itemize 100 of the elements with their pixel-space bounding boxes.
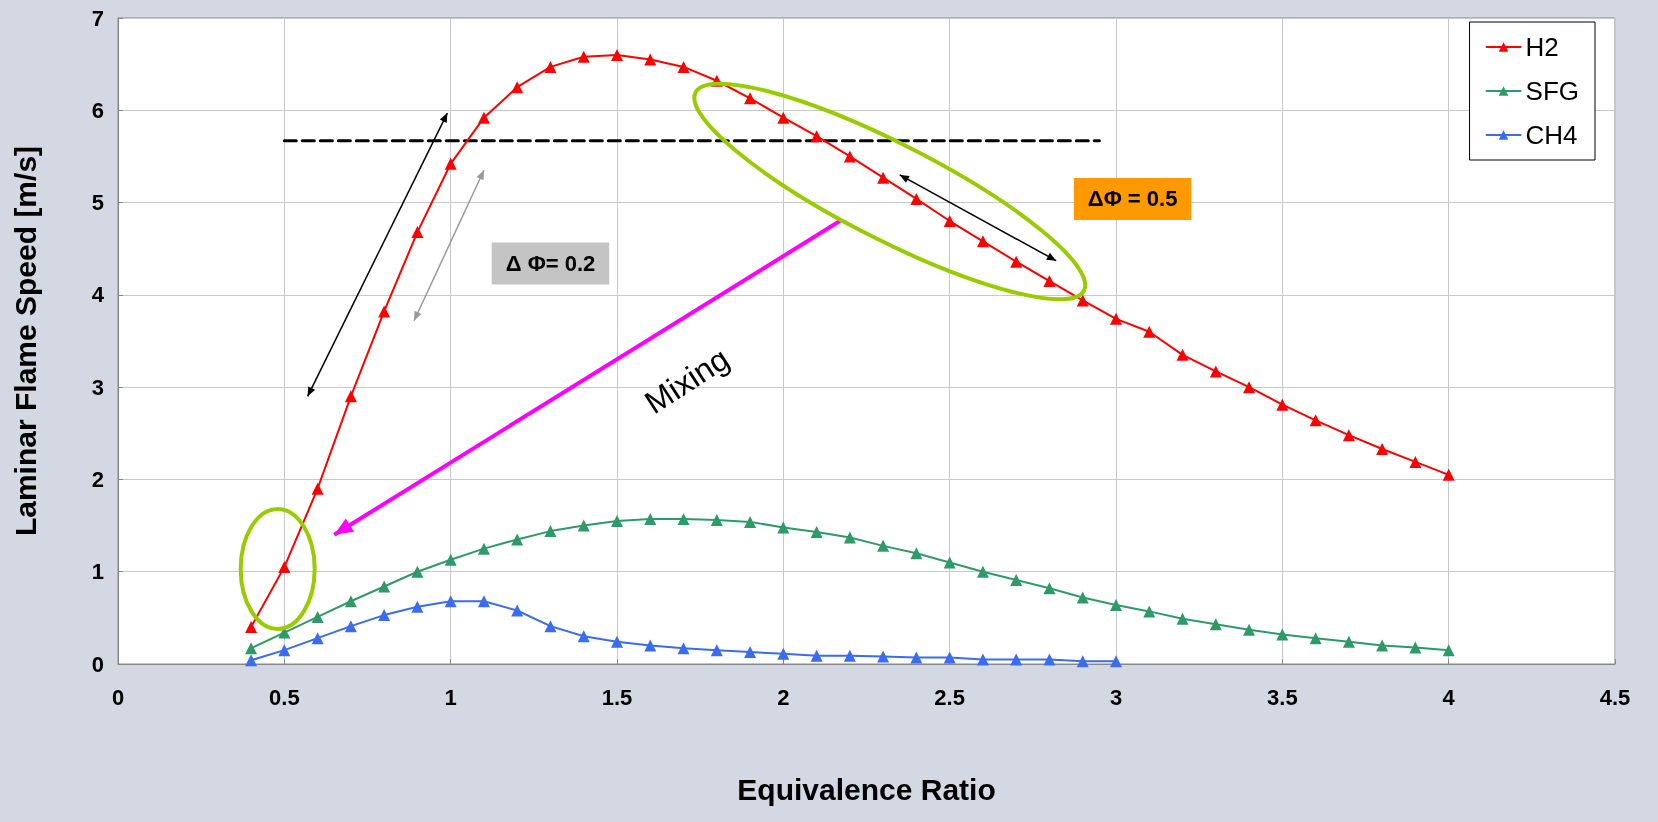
point <box>411 226 424 239</box>
point <box>777 521 790 534</box>
point <box>1409 641 1422 654</box>
point <box>644 639 657 652</box>
legend-label: SFG <box>1525 76 1580 106</box>
point <box>245 621 258 634</box>
point <box>1442 644 1455 657</box>
point <box>777 647 790 660</box>
point <box>744 646 757 658</box>
point <box>1110 655 1122 668</box>
point <box>444 595 457 608</box>
point <box>810 526 823 539</box>
point <box>511 81 524 94</box>
point <box>877 539 890 552</box>
point <box>245 642 258 655</box>
x-tick-label: 3 <box>1109 684 1123 710</box>
point <box>544 620 557 633</box>
point <box>1376 442 1389 455</box>
x-tick-label: 4 <box>1442 684 1456 710</box>
x-tick-label: 2 <box>777 684 790 710</box>
point <box>1309 414 1322 427</box>
point <box>477 595 490 608</box>
point <box>644 513 657 526</box>
point <box>544 525 557 538</box>
point <box>1243 623 1256 636</box>
point <box>877 171 890 184</box>
point <box>1076 294 1089 307</box>
y-tick-label: 5 <box>91 190 104 216</box>
point <box>710 514 723 527</box>
point <box>1010 255 1023 268</box>
x-axis-title: Equivalence Ratio <box>737 772 996 806</box>
point <box>843 150 856 163</box>
point <box>477 542 490 555</box>
point <box>611 635 623 648</box>
annotation: ΔΦ = 0.5 <box>1087 186 1178 212</box>
x-tick-label: 0.5 <box>269 684 300 710</box>
point <box>1176 348 1189 361</box>
point <box>611 48 623 61</box>
point <box>311 632 324 645</box>
point <box>843 649 856 662</box>
point <box>1209 365 1222 378</box>
point <box>311 610 324 623</box>
point <box>1043 653 1056 666</box>
point <box>378 580 391 593</box>
point <box>1043 582 1056 595</box>
legend-label: CH4 <box>1525 120 1578 150</box>
point <box>577 519 590 532</box>
point <box>677 60 690 73</box>
point <box>1309 632 1322 645</box>
x-tick-label: 1.5 <box>601 684 633 710</box>
point <box>777 111 790 124</box>
y-tick-label: 6 <box>91 97 104 123</box>
point <box>1409 455 1422 468</box>
point <box>344 595 357 608</box>
point <box>577 630 590 643</box>
legend-label: H2 <box>1525 32 1559 62</box>
point <box>378 305 391 318</box>
point <box>344 390 357 403</box>
point <box>1143 605 1156 618</box>
x-tick-label: 2.5 <box>934 684 965 710</box>
y-tick-label: 0 <box>91 651 104 677</box>
point <box>976 653 989 666</box>
point <box>744 92 757 105</box>
point <box>710 644 723 657</box>
point <box>344 620 357 633</box>
point <box>877 650 890 663</box>
point <box>1342 429 1355 442</box>
point <box>1110 598 1122 611</box>
point <box>1010 653 1023 666</box>
point <box>444 157 457 170</box>
point <box>278 644 291 657</box>
x-tick-label: 4.5 <box>1599 684 1631 710</box>
point <box>943 651 956 664</box>
point <box>910 651 923 664</box>
y-axis-title: Laminar Flame Speed [m/s] <box>8 145 42 537</box>
point <box>1209 618 1222 631</box>
x-tick-label: 1 <box>444 684 457 710</box>
point <box>644 53 657 66</box>
point <box>943 556 956 569</box>
y-tick-label: 7 <box>91 5 104 31</box>
point <box>1276 628 1289 641</box>
y-tick-label: 3 <box>91 374 104 400</box>
point <box>1376 639 1389 652</box>
point <box>677 642 690 655</box>
point <box>577 50 590 63</box>
point <box>843 531 856 544</box>
point <box>611 514 623 527</box>
point <box>744 515 757 528</box>
point <box>1076 655 1089 668</box>
point <box>1043 275 1056 288</box>
point <box>976 235 989 248</box>
point <box>1010 574 1023 587</box>
point <box>910 547 923 560</box>
point <box>810 130 823 143</box>
point <box>311 482 324 495</box>
point <box>511 604 524 617</box>
point <box>411 600 424 613</box>
point <box>444 553 457 566</box>
point <box>1442 468 1455 481</box>
point <box>943 215 956 228</box>
